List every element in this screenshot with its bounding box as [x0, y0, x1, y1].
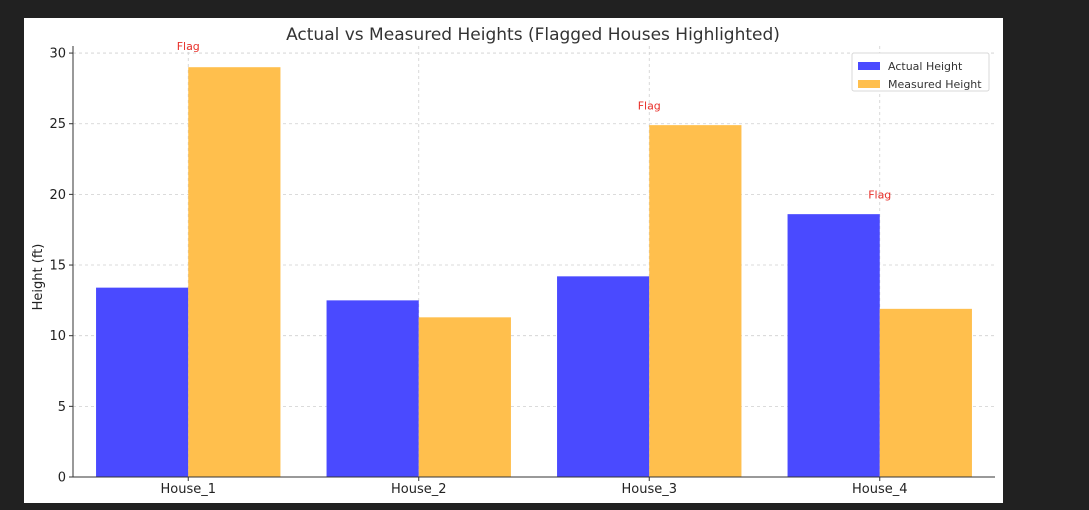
legend: Actual Height Measured Height — [851, 52, 990, 92]
flag-annotation: Flag — [177, 40, 200, 53]
chart-figure: 0 5 10 15 20 25 30 House_1 House_2 House_3 House_4… — [24, 18, 1003, 503]
flag-annotation: Flag — [638, 100, 661, 113]
legend-label: Measured Height — [888, 78, 982, 91]
legend-box — [851, 52, 990, 92]
bars-layer — [96, 67, 972, 478]
legend-label: Actual Height — [888, 60, 963, 73]
y-tick-label: 15 — [49, 259, 66, 274]
y-tick-label: 20 — [49, 188, 66, 203]
bar-measured-height — [418, 317, 511, 477]
bar-actual-height — [96, 287, 189, 477]
legend-swatch — [858, 62, 880, 70]
x-tick-label: House_3 — [621, 482, 677, 497]
y-tick-label: 5 — [58, 400, 66, 415]
annotations-layer: Flag Flag Flag — [177, 40, 892, 201]
ticks-layer: 0 5 10 15 20 25 30 House_1 House_2 House_3 House_4 — [49, 47, 907, 497]
chart-title: Actual vs Measured Heights (Flagged Hous… — [286, 25, 780, 45]
bar-measured-height — [879, 308, 972, 477]
y-tick-label: 25 — [49, 117, 66, 132]
y-tick-label: 0 — [58, 471, 66, 486]
x-tick-label: House_1 — [160, 482, 216, 497]
bar-actual-height — [557, 276, 650, 477]
bar-measured-height — [188, 67, 281, 477]
bar-actual-height — [326, 300, 419, 477]
flag-annotation: Flag — [868, 189, 891, 202]
y-tick-label: 10 — [49, 329, 66, 344]
y-tick-label: 30 — [49, 47, 66, 62]
bar-actual-height — [787, 214, 880, 478]
x-tick-label: House_4 — [852, 482, 908, 497]
x-tick-label: House_2 — [391, 482, 447, 497]
bar-measured-height — [649, 125, 742, 477]
y-axis-label: Height (ft) — [31, 244, 46, 311]
axes-layer — [72, 46, 995, 478]
bar-chart: 0 5 10 15 20 25 30 House_1 House_2 House_3 House_4… — [31, 25, 995, 497]
legend-swatch — [858, 80, 880, 88]
